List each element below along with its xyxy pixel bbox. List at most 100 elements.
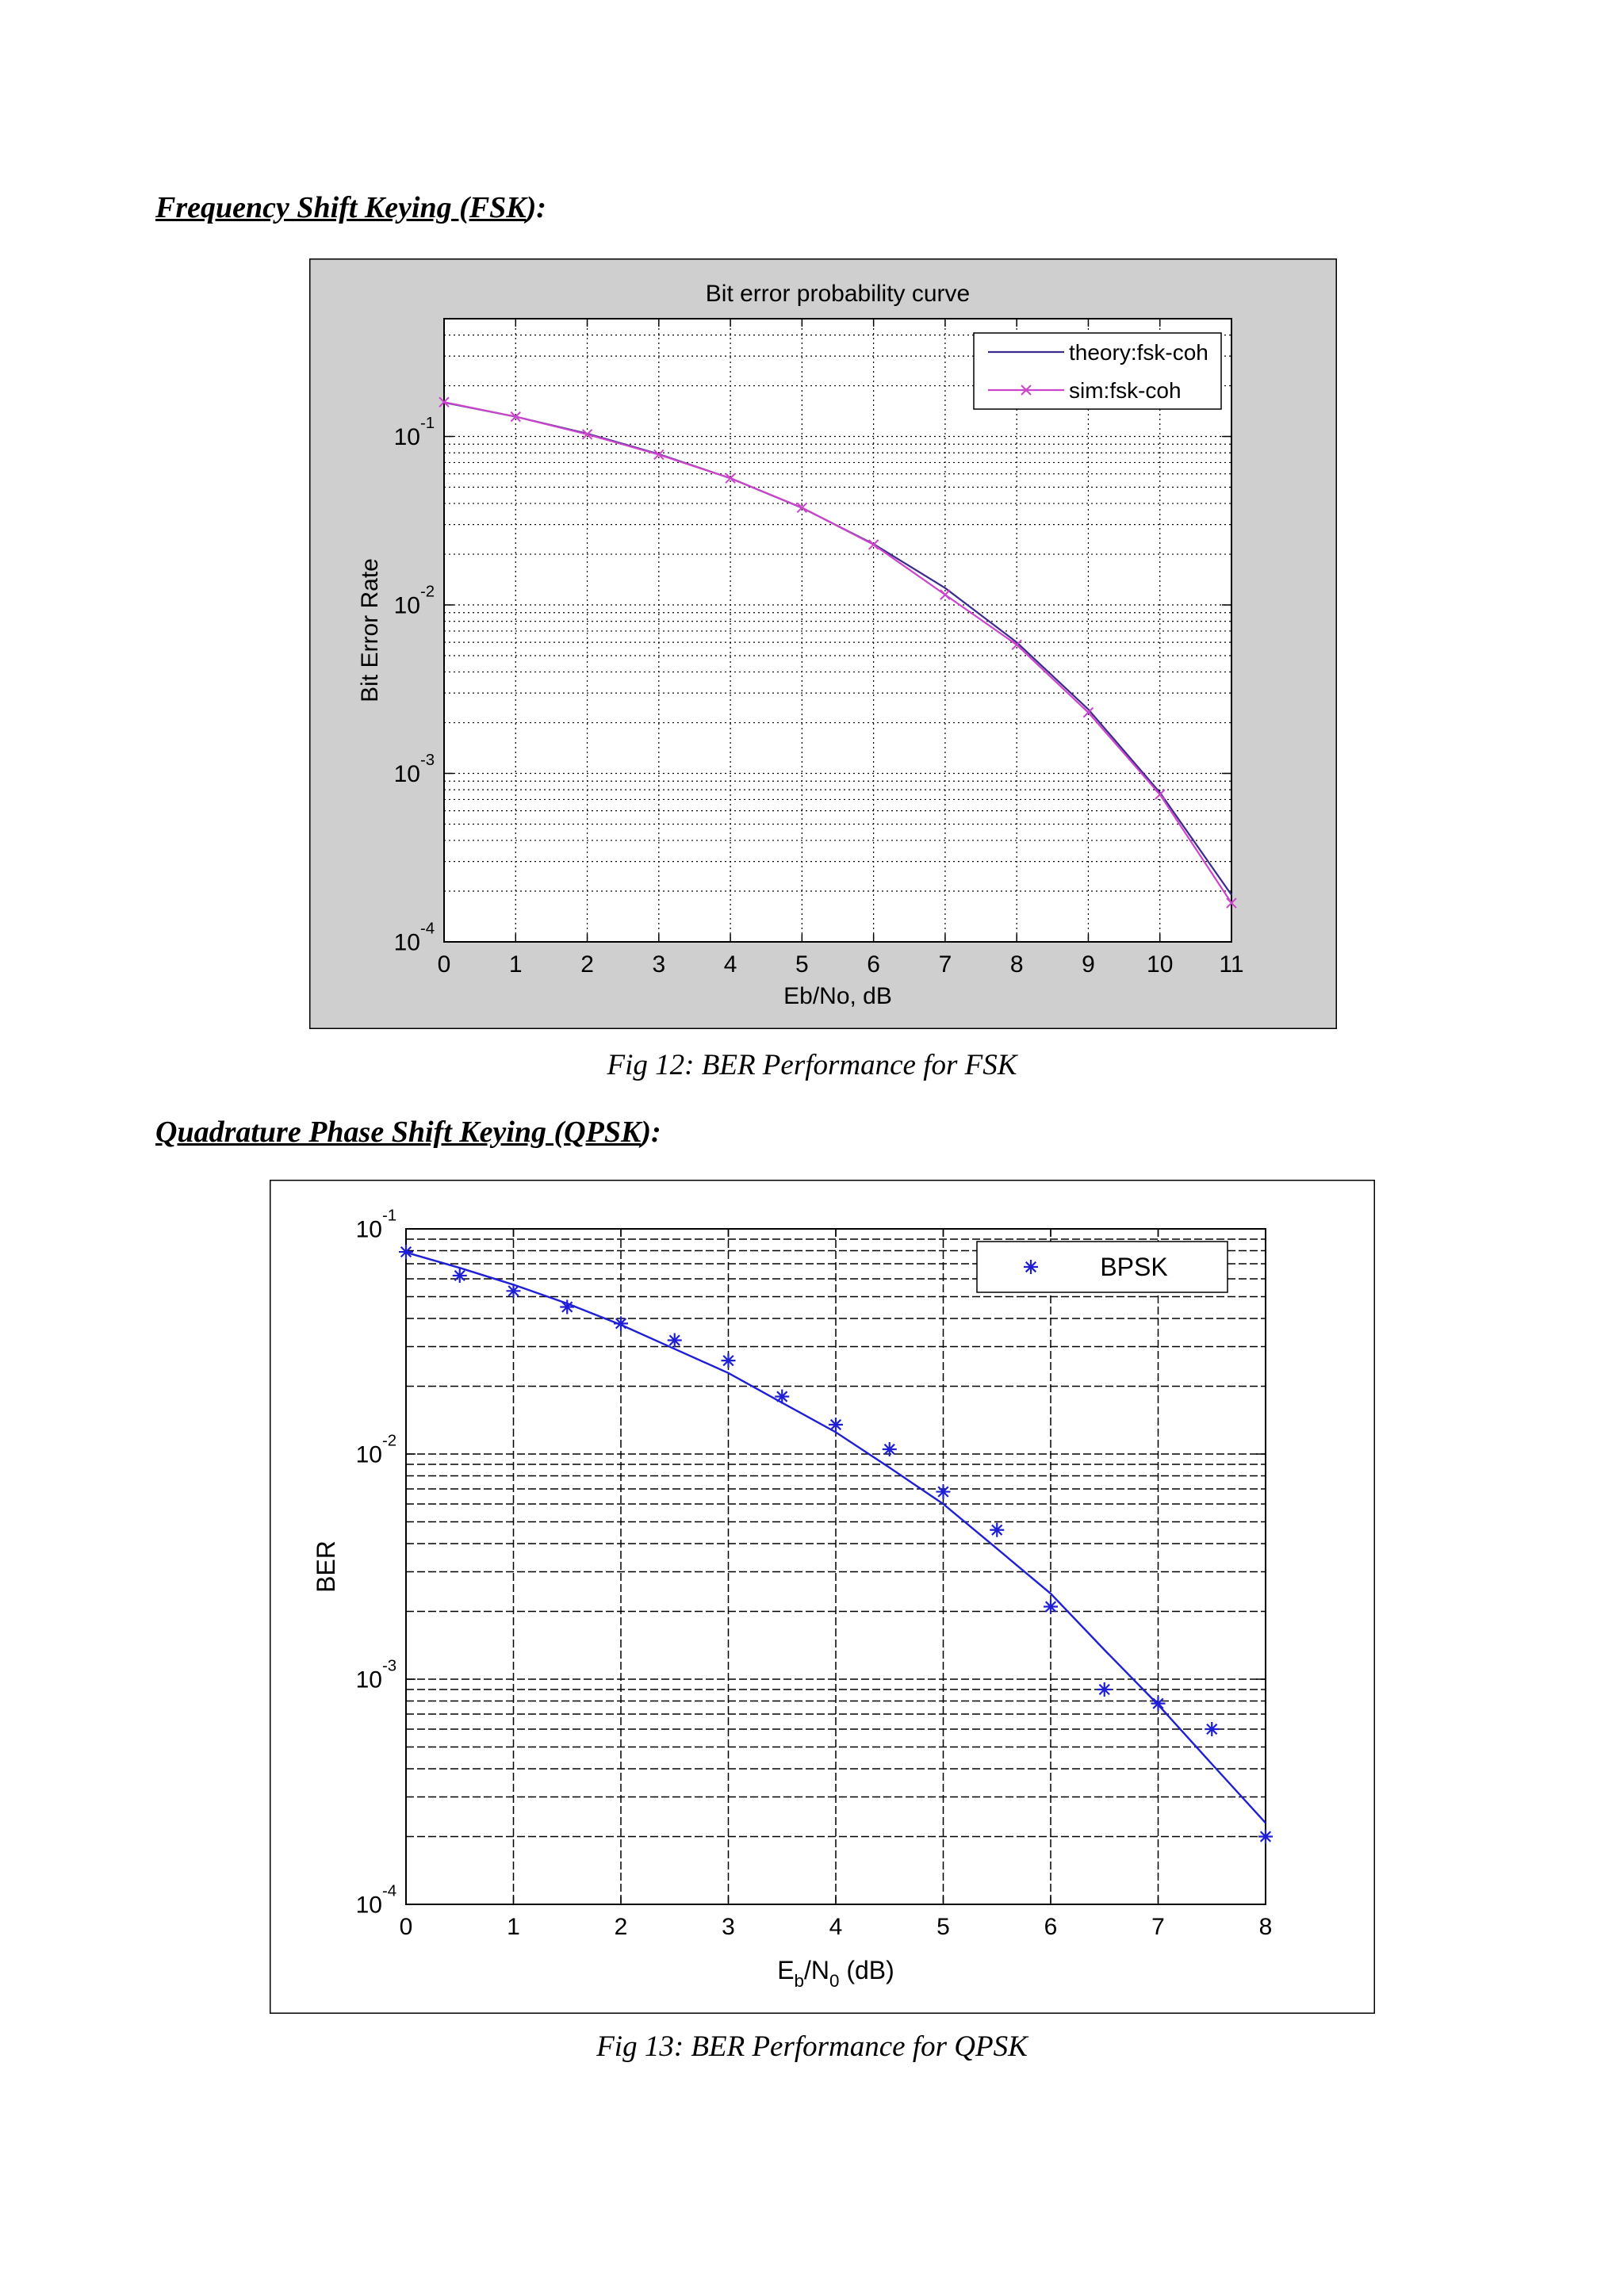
data-point <box>1155 789 1166 800</box>
data-point <box>882 1441 897 1456</box>
x-tick-label: 1 <box>507 1914 520 1940</box>
series-line <box>443 401 1232 904</box>
y-axis-label: BER <box>312 1540 340 1593</box>
y-tick-exponent: -3 <box>420 752 435 769</box>
x-tick-label: 5 <box>795 951 809 978</box>
heading-tail: ): <box>641 1115 661 1149</box>
x-axis-label: Eb/N0 (dB) <box>777 1956 894 1991</box>
x-tick-label: 6 <box>1044 1914 1058 1940</box>
y-tick-label: 10-3 <box>394 752 435 787</box>
data-point <box>506 1284 521 1299</box>
legend: BPSK <box>976 1241 1228 1293</box>
x-tick-label: 2 <box>615 1914 628 1940</box>
data-point <box>581 429 593 440</box>
y-tick-base: 10 <box>394 593 420 619</box>
data-point <box>667 1333 682 1348</box>
legend-label: theory:fsk-coh <box>1069 340 1208 365</box>
y-tick-exponent: -3 <box>382 1658 396 1675</box>
y-tick-exponent: -4 <box>382 1883 396 1900</box>
x-tick-label: 4 <box>829 1914 843 1940</box>
axes-frame <box>443 318 1232 943</box>
x-tick-label: 3 <box>652 951 665 978</box>
y-tick-base: 10 <box>394 930 420 956</box>
series-line <box>405 1251 1266 1824</box>
x-tick-label: 6 <box>867 951 880 978</box>
y-tick-base: 10 <box>356 1217 382 1243</box>
heading-text: Quadrature Phase Shift Keying (QPSK <box>155 1115 642 1149</box>
data-point <box>1151 1696 1166 1711</box>
data-point <box>653 449 665 461</box>
x-tick-label: 0 <box>400 1914 413 1940</box>
fsk-figure-caption: Fig 12: BER Performance for FSK <box>607 1049 1017 1081</box>
data-point <box>829 1417 843 1432</box>
x-tick-label: 3 <box>722 1914 735 1940</box>
x-tick-label: 9 <box>1082 951 1095 978</box>
x-axis-label-part: /N <box>804 1956 829 1984</box>
data-point <box>725 473 736 484</box>
y-tick-exponent: -1 <box>420 415 435 432</box>
data-point <box>439 396 450 408</box>
qpsk-ber-chart: 0 1 2 3 4 5 6 7 810-110-210-310-4Eb/N0 (dB)BERBP… <box>269 1179 1376 2015</box>
legend-entry: theory:fsk-coh <box>988 340 1208 365</box>
fsk-figure: 0 1 2 3 4 5 6 7 8 9 10 11 10 -1 10 -2 10 -3 10 -4 Bit error … <box>308 258 1338 1030</box>
y-tick-label: 10-2 <box>356 1433 397 1468</box>
plot-area <box>444 319 1231 942</box>
heading-text: Frequency Shift Keying (FSK <box>155 191 527 224</box>
y-tick-label: 10-3 <box>356 1658 397 1693</box>
data-point <box>1205 1722 1220 1737</box>
data-point <box>399 1245 413 1260</box>
x-tick-label: 5 <box>936 1914 950 1940</box>
y-tick-label: 10-4 <box>356 1883 397 1919</box>
x-tick-label: 8 <box>1010 951 1024 978</box>
data-point <box>1044 1599 1058 1614</box>
y-axis-label: Bit Error Rate <box>357 558 383 702</box>
series-theory-curve <box>405 1251 1266 1824</box>
y-tick-base: 10 <box>356 1442 382 1468</box>
legend-entry: sim:fsk-coh <box>988 378 1182 403</box>
data-point <box>868 539 879 550</box>
data-point <box>1258 1829 1273 1844</box>
legend: theory:fsk-coh sim:fsk-coh <box>973 332 1222 410</box>
x-tick-label: 4 <box>724 951 737 978</box>
legend-marker <box>1024 1260 1038 1274</box>
y-tick-exponent: -1 <box>382 1207 396 1225</box>
y-tick-base: 10 <box>356 1892 382 1919</box>
legend-entry: BPSK <box>1024 1253 1168 1281</box>
series-sim:fsk-coh <box>439 396 1237 909</box>
data-point <box>940 589 951 600</box>
data-point <box>721 1353 736 1368</box>
x-tick-label: 8 <box>1259 1914 1273 1940</box>
data-point <box>775 1389 790 1404</box>
section-heading-fsk: Frequency Shift Keying (FSK): <box>155 190 546 225</box>
series-BPSK <box>399 1245 1273 1844</box>
x-tick-label: 11 <box>1219 951 1243 978</box>
legend-box <box>973 332 1222 410</box>
grid <box>406 1229 1266 1904</box>
data-point <box>936 1484 951 1499</box>
legend-box <box>976 1241 1228 1293</box>
x-axis-label-part: b <box>795 1971 804 1991</box>
qpsk-figure: 0 1 2 3 4 5 6 7 8 10 -1 10 -2 10 -3 10 -4 Eb/N0 (dB) BER BP… <box>269 1179 1376 2015</box>
y-tick-label: 10-1 <box>394 415 435 450</box>
qpsk-figure-caption: Fig 13: BER Performance for QPSK <box>596 2030 1028 2063</box>
x-tick-label: 10 <box>1147 951 1173 978</box>
y-tick-label: 10-2 <box>394 584 435 619</box>
grid <box>444 319 1231 942</box>
x-tick-label: 0 <box>438 951 451 978</box>
section-heading-qpsk: Quadrature Phase Shift Keying (QPSK): <box>155 1115 661 1150</box>
x-axis-label: Eb/No, dB <box>783 983 892 1009</box>
data-point <box>1082 706 1094 718</box>
data-point <box>560 1299 575 1314</box>
x-axis-label-part: E <box>777 1956 794 1984</box>
x-tick-label: 1 <box>509 951 523 978</box>
data-point <box>510 411 521 423</box>
legend-label: BPSK <box>1100 1253 1167 1281</box>
data-point <box>614 1316 628 1331</box>
y-tick-base: 10 <box>394 424 420 450</box>
y-tick-exponent: -4 <box>420 920 435 938</box>
y-tick-label: 10-1 <box>356 1207 397 1243</box>
data-point <box>452 1268 467 1283</box>
y-tick-exponent: -2 <box>382 1433 396 1450</box>
x-axis-label-part: 0 <box>829 1971 839 1991</box>
